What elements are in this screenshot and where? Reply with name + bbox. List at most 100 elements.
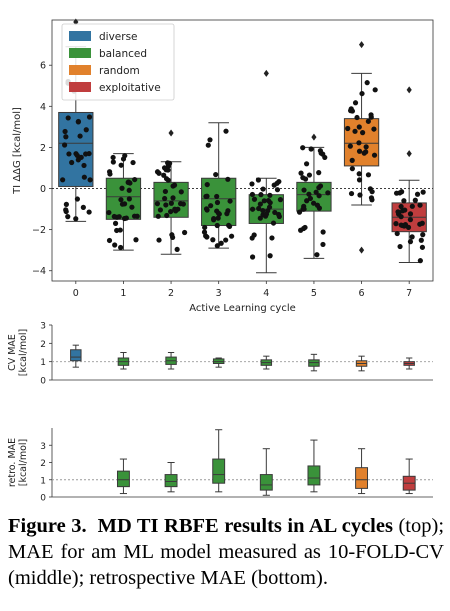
swarm-point [65, 214, 71, 220]
swarm-point [218, 240, 224, 246]
y-tick-label: 0 [40, 184, 46, 195]
swarm-point [393, 190, 400, 196]
swarm-point [118, 162, 124, 168]
swarm-point [205, 142, 211, 148]
swarm-point [267, 253, 273, 259]
swarm-point [414, 191, 421, 197]
swarm-point [249, 191, 256, 198]
swarm-point [204, 181, 210, 188]
swarm-point [75, 157, 81, 163]
swarm-point [62, 128, 68, 135]
swarm-point [249, 254, 256, 260]
swarm-point [300, 206, 306, 212]
swarm-point [266, 204, 273, 210]
y-tick-label: 6 [40, 61, 46, 72]
swarm-point [409, 234, 415, 240]
swarm-point [405, 224, 412, 230]
swarm-point [210, 237, 216, 243]
y-tick-label: 2 [40, 143, 46, 154]
swarm-point [83, 127, 89, 133]
swarm-point [174, 246, 180, 253]
swarm-point [249, 235, 255, 241]
y-tick-label: 2 [40, 340, 46, 350]
swarm-point [316, 193, 322, 199]
y-tick-label: 1 [40, 358, 46, 368]
y-tick-label: 2 [40, 459, 46, 469]
swarm-point [258, 192, 264, 198]
swarm-point [394, 230, 400, 237]
swarm-point [325, 190, 331, 196]
outlier-point [358, 246, 365, 254]
caption-body: (top); MAE for am ML model measured as 1… [8, 515, 445, 589]
swarm-point [320, 151, 326, 157]
x-tick-label: 3 [216, 288, 222, 299]
figure-canvas: −4 −2 0 2 4 6 0 1 2 3 4 5 6 7 TI ΔΔG [kcal/mol] Active … [7, 18, 434, 504]
swarm-point [348, 190, 355, 197]
y-tick-label: 4 [40, 102, 46, 113]
swarm-point [302, 224, 308, 231]
swarm-point [77, 133, 83, 139]
swarm-point [354, 114, 360, 121]
swarm-point [352, 100, 359, 106]
swarm-point [316, 170, 322, 176]
swarm-point [171, 182, 178, 188]
swarm-point [63, 201, 69, 207]
figure-caption: Figure 3. MD TI RBFE results in AL cycle… [8, 513, 444, 591]
swarm-point [369, 189, 375, 195]
swarm-point [249, 206, 256, 212]
swarm-point [118, 244, 124, 251]
swarm-point [83, 151, 89, 157]
y-axis-label: [kcal/mol] [18, 439, 29, 487]
swarm-point [172, 206, 178, 212]
swarm-point [267, 192, 273, 198]
swarm-point [214, 193, 220, 200]
swarm-point [270, 220, 277, 226]
swarm-point [133, 237, 139, 243]
swarm-point [168, 208, 174, 215]
swarm-point [398, 203, 404, 210]
swarm-point [169, 232, 175, 238]
swarm-point [155, 213, 161, 219]
swarm-point [207, 137, 213, 143]
swarm-point [202, 224, 208, 231]
swarm-point [134, 213, 140, 219]
swarm-point [111, 213, 117, 220]
swarm-point [112, 242, 118, 248]
swarm-point [80, 204, 86, 210]
swarm-point [203, 193, 209, 200]
swarm-point [73, 216, 79, 222]
swarm-point [255, 177, 262, 183]
legend-swatch [69, 82, 91, 92]
swarm-point [223, 237, 229, 243]
swarm-point [86, 114, 93, 120]
swarm-point [110, 159, 116, 165]
y-tick-label: −2 [32, 225, 46, 236]
swarm-point [251, 196, 258, 202]
plot-frame [51, 19, 434, 282]
swarm-point [417, 221, 423, 227]
swarm-point [257, 201, 263, 207]
swarm-point [163, 167, 169, 173]
swarm-point [223, 128, 229, 134]
swarm-point [178, 189, 184, 195]
swarm-point [356, 177, 363, 183]
legend-label: diverse [99, 31, 138, 43]
box-3 [212, 458, 226, 484]
swarm-point [314, 252, 320, 258]
x-tick-label: 0 [73, 288, 79, 299]
swarm-point [402, 207, 408, 213]
swarm-point [168, 200, 174, 206]
swarm-point [368, 114, 374, 120]
swarm-point [407, 239, 414, 245]
swarm-point [161, 172, 167, 178]
swarm-point [409, 203, 415, 209]
swarm-point [156, 170, 162, 176]
y-tick-label: 0 [40, 494, 46, 504]
outlier-point [406, 150, 412, 158]
swarm-point [215, 215, 221, 221]
swarm-point [156, 237, 162, 243]
swarm-point [276, 211, 282, 218]
swarm-point [401, 198, 407, 204]
swarm-point [359, 90, 365, 97]
swarm-point [347, 143, 353, 149]
